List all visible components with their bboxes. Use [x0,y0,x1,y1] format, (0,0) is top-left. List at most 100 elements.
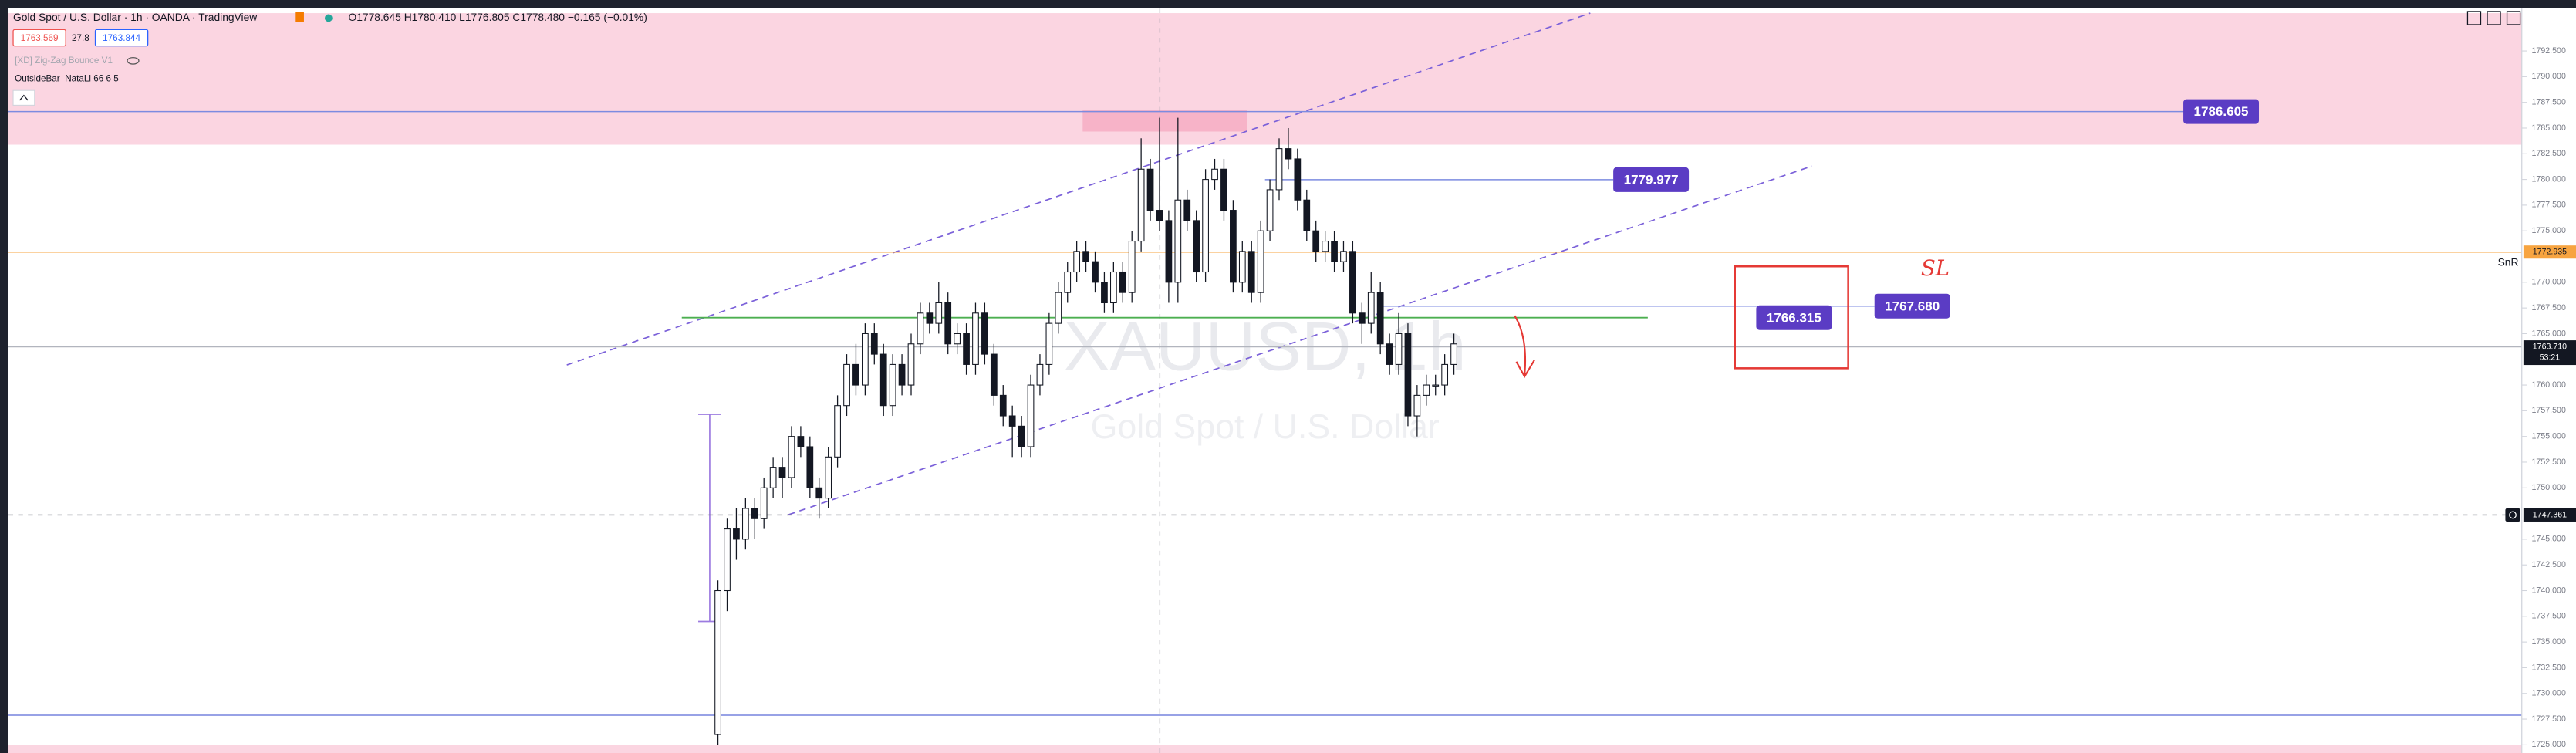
candle-body [1395,333,1403,365]
candle-body [1312,230,1320,252]
sl-label-text: 1767.680 [1885,299,1940,313]
control-button[interactable] [2506,11,2521,25]
candle-body [769,467,777,488]
price-tick-label: 1725.000 [2532,740,2566,749]
candle-body [760,487,768,519]
arrow-down [1514,315,1535,379]
symbol-title: Gold Spot / U.S. Dollar · 1h · OANDA · T… [13,11,258,23]
candle-body [907,343,915,386]
candle-body [1027,384,1035,447]
candle-body [1018,425,1025,447]
candle-body [1266,189,1274,231]
price-tick-label: 1737.500 [2532,612,2566,621]
watermark-name: Gold Spot / U.S. Dollar [1091,408,1440,446]
candle-body [999,394,1007,417]
stop-box [1734,265,1849,370]
candle-body [1082,251,1089,262]
low-tag [2523,508,2576,522]
sl-note: SL [1921,255,1950,281]
candle-body [797,436,805,447]
mid-label-text: 1779.977 [1624,172,1679,187]
candle-body [778,467,786,478]
candle-body [972,312,979,365]
supply-zone [8,13,2522,145]
candle-body [1294,158,1302,201]
candle-body [1183,199,1191,221]
candle-body [1092,261,1099,283]
snr-label: SnR [2498,256,2519,268]
candle-body [1008,415,1016,427]
mid-label-box [1613,167,1690,192]
sl-label-box [1874,293,1950,319]
flag-icon [295,12,304,22]
indicator-zigzag[interactable]: [XD] Zig-Zag Bounce V1 [15,56,113,66]
bottom-zone [8,745,2522,753]
control-button[interactable] [2487,11,2501,25]
snr-tag-text: 1772.935 [2533,248,2567,257]
candle-body [1202,179,1209,273]
candle-body [733,528,740,540]
candle-body [1376,292,1384,345]
candle-body [1174,199,1182,283]
candle-body [1146,168,1154,211]
low-tag-text: 1747.361 [2533,510,2567,519]
price-tick-label: 1765.000 [2532,329,2566,338]
candle-body [1303,199,1311,231]
candle-body [825,456,832,499]
ask-box[interactable] [94,29,149,47]
collapse-button[interactable] [12,89,35,106]
candle-body [1220,168,1227,211]
indicator-outside-bar[interactable]: OutsideBar_NataLi 66 6 5 [15,73,119,83]
price-tick-label: 1740.000 [2532,586,2566,595]
price-tick-label: 1792.500 [2532,46,2566,56]
candle-body [1036,363,1044,386]
low-tag-icon [2505,508,2520,522]
candle-body [1386,343,1393,365]
candle-body [1247,251,1255,293]
ask-price: 1763.844 [103,33,140,43]
candle-body [1441,363,1449,386]
candle-body [724,528,731,592]
candle-body [1119,271,1126,293]
control-button[interactable] [2466,11,2482,25]
window-controls [2466,11,2521,25]
candle-body [1165,220,1173,283]
price-tick-label: 1770.000 [2532,278,2566,287]
price-tick-label: 1777.500 [2532,201,2566,210]
candle-body [1073,251,1081,273]
candle-body [1423,384,1430,396]
price-tick-label: 1787.500 [2532,97,2566,106]
channel-lower [788,165,1813,515]
price-tick-label: 1735.000 [2532,637,2566,647]
price-tick-label: 1745.000 [2532,535,2566,544]
last-price-tag [2523,340,2576,366]
hide-icon[interactable] [127,56,140,65]
bid-box[interactable] [12,29,66,47]
ohlc-values: O1778.645 H1780.410 L1776.805 C1778.480 … [348,11,647,23]
candle-body [834,405,841,458]
candle-body [862,333,869,386]
price-tick-label: 1742.500 [2532,560,2566,569]
candle-body [963,333,970,365]
candle-body [741,508,749,540]
spread: 27.8 [72,33,89,43]
candle-body [1238,251,1246,283]
candle-body [1413,394,1421,417]
candle-body [1358,312,1366,324]
snr-tag [2523,245,2576,259]
candle-body [889,363,896,407]
candle-body [990,353,998,396]
price-tick-label: 1750.000 [2532,483,2566,492]
candle-body [1432,384,1440,387]
candle-body [954,333,961,345]
resistance-label-box [2183,99,2260,124]
candle-body [879,353,887,407]
candle-body [1367,292,1375,324]
last-price-text: 1763.710 [2533,342,2567,351]
price-axis-ticks: 1792.500 1790.000 1787.500 1785.000 1782.500… [2521,46,2566,749]
zones [8,13,2522,753]
price-tick-label: 1775.000 [2532,226,2566,235]
candle-body [870,333,878,355]
